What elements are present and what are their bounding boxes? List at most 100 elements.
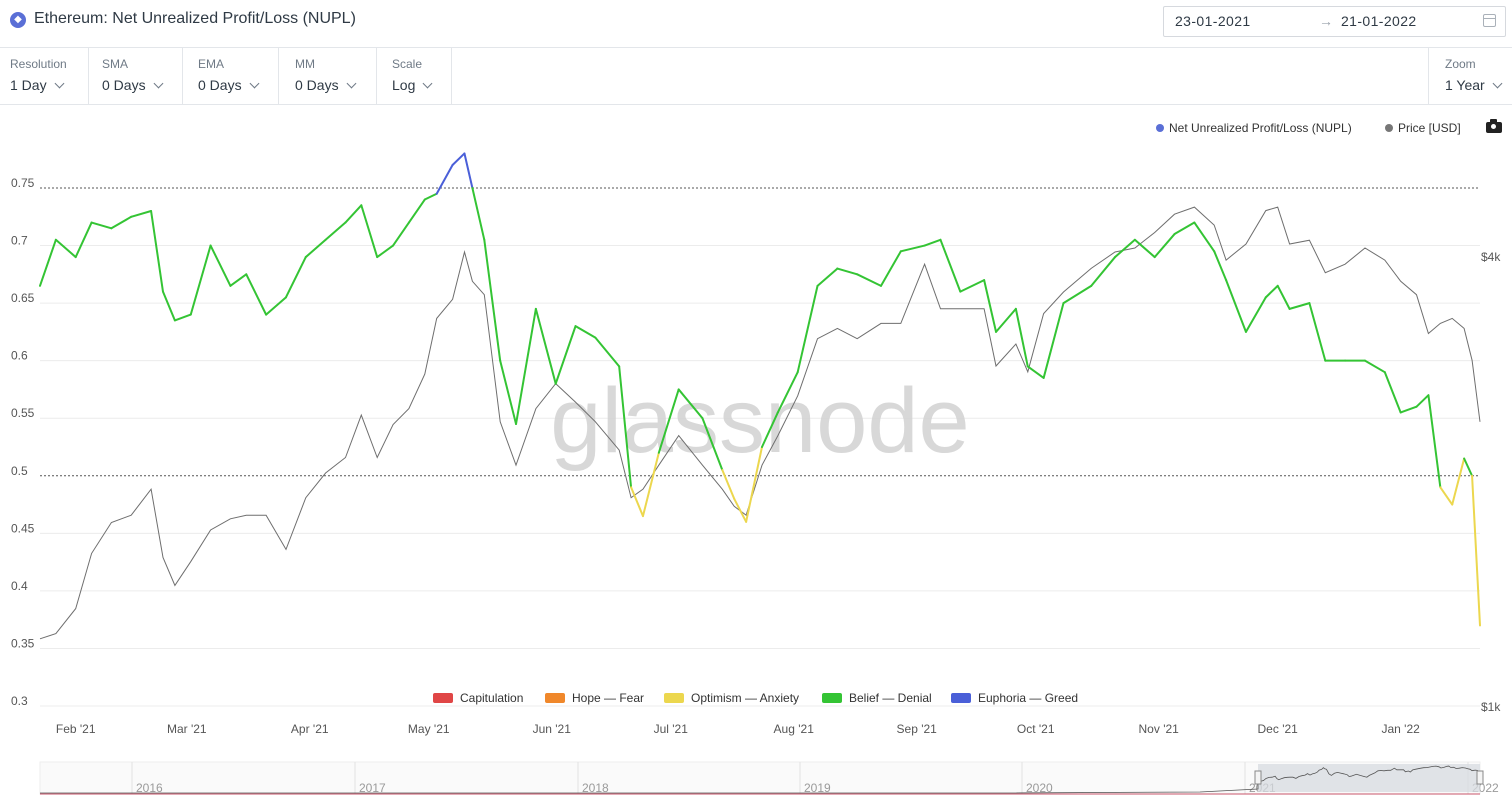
nupl-segment bbox=[209, 244, 232, 287]
nupl-segment bbox=[451, 152, 466, 166]
y-tick-label: 0.45 bbox=[11, 521, 35, 535]
chevron-down-icon[interactable] bbox=[422, 78, 433, 89]
y-right-tick-label: $1k bbox=[1481, 700, 1501, 714]
nupl-segment bbox=[392, 221, 410, 247]
page-title: Ethereum: Net Unrealized Profit/Loss (NU… bbox=[34, 10, 356, 27]
mm-value[interactable]: 0 Days bbox=[295, 77, 339, 93]
sma-select[interactable]: SMA 0 Days bbox=[88, 48, 183, 104]
zoom-label: Zoom bbox=[1445, 57, 1476, 71]
legend-zones: Capitulation Hope — Fear Optimism — Anxiet… bbox=[433, 691, 1078, 705]
zone-swatch bbox=[822, 693, 842, 703]
nupl-segment bbox=[1244, 296, 1267, 333]
mm-label: MM bbox=[295, 57, 315, 71]
camera-icon[interactable] bbox=[1486, 119, 1502, 133]
nupl-segment bbox=[1090, 256, 1117, 287]
nupl-segment bbox=[1153, 233, 1176, 259]
ema-value[interactable]: 0 Days bbox=[198, 77, 242, 93]
nupl-segment bbox=[344, 204, 363, 224]
nupl-segment bbox=[618, 365, 633, 489]
x-tick-label: Jun '21 bbox=[533, 722, 572, 736]
chevron-down-icon[interactable] bbox=[1492, 78, 1503, 89]
nupl-segment bbox=[1114, 238, 1136, 259]
resolution-value[interactable]: 1 Day bbox=[10, 77, 47, 93]
nupl-segment bbox=[1276, 284, 1291, 310]
nupl-segment bbox=[1308, 302, 1327, 362]
nupl-segment bbox=[1014, 307, 1029, 368]
x-tick-label: Jan '22 bbox=[1381, 722, 1420, 736]
nupl-segment bbox=[1399, 405, 1418, 414]
x-tick-label: Dec '21 bbox=[1258, 722, 1299, 736]
nupl-segment bbox=[90, 221, 113, 230]
legend-top: Net Unrealized Profit/Loss (NUPL) Price [… bbox=[1156, 121, 1461, 135]
nupl-segment bbox=[304, 238, 327, 259]
resolution-select[interactable]: Resolution 1 Day bbox=[0, 48, 89, 104]
nupl-segment bbox=[1193, 221, 1216, 253]
x-tick-label: Apr '21 bbox=[291, 722, 329, 736]
date-arrow: → bbox=[1319, 13, 1333, 29]
zone-label: Capitulation bbox=[460, 691, 523, 705]
navigator-year-label: 2017 bbox=[359, 781, 386, 795]
nupl-segment bbox=[959, 279, 986, 293]
nupl-segment bbox=[173, 313, 192, 322]
ethereum-icon: ◆ bbox=[10, 12, 26, 28]
y-tick-label: 0.4 bbox=[11, 579, 28, 593]
navigator-year-label: 2018 bbox=[582, 781, 609, 795]
y-tick-label: 0.3 bbox=[11, 694, 28, 708]
ema-select[interactable]: EMA 0 Days bbox=[182, 48, 279, 104]
zone-swatch bbox=[664, 693, 684, 703]
chevron-down-icon[interactable] bbox=[249, 78, 260, 89]
zone-label: Hope — Fear bbox=[572, 691, 644, 705]
chevron-down-icon[interactable] bbox=[346, 78, 357, 89]
x-tick-label: Oct '21 bbox=[1017, 722, 1055, 736]
nupl-segment bbox=[324, 221, 347, 241]
nupl-segment bbox=[923, 238, 942, 247]
date-range-picker[interactable]: 23-01-2021 → 21-01-2022 bbox=[1163, 6, 1506, 37]
nupl-segment bbox=[407, 198, 426, 224]
nupl-segment bbox=[54, 238, 77, 259]
chevron-down-icon[interactable] bbox=[54, 78, 65, 89]
nupl-segment bbox=[1042, 302, 1065, 379]
nupl-segment bbox=[701, 417, 724, 472]
nupl-segment bbox=[265, 296, 287, 316]
y-tick-label: 0.6 bbox=[11, 349, 28, 363]
nupl-segment bbox=[776, 371, 799, 414]
zone-swatch bbox=[545, 693, 565, 703]
scale-select[interactable]: Scale Log bbox=[376, 48, 452, 104]
nupl-segment bbox=[760, 411, 779, 448]
y-tick-label: 0.35 bbox=[11, 636, 35, 650]
range-navigator[interactable]: 2016201720182019202020212022 bbox=[39, 761, 1499, 795]
nupl-segment bbox=[534, 307, 557, 385]
navigator-trace bbox=[40, 765, 1481, 794]
legend-marker bbox=[1156, 124, 1164, 132]
zoom-value[interactable]: 1 Year bbox=[1445, 77, 1485, 93]
date-to-input[interactable]: 21-01-2022 bbox=[1341, 13, 1417, 29]
nupl-segment bbox=[677, 388, 704, 420]
navigator-year-label: 2019 bbox=[804, 781, 831, 795]
nupl-segment bbox=[360, 204, 379, 259]
x-tick-label: Nov '21 bbox=[1139, 722, 1180, 736]
nupl-segment bbox=[630, 486, 644, 518]
zoom-select[interactable]: Zoom 1 Year bbox=[1428, 48, 1512, 104]
sma-label: SMA bbox=[102, 57, 129, 71]
nupl-segment bbox=[554, 325, 577, 385]
nupl-segment bbox=[1471, 474, 1481, 627]
mm-select[interactable]: MM 0 Days bbox=[278, 48, 377, 104]
nupl-segment bbox=[1439, 486, 1454, 506]
zone-label: Euphoria — Greed bbox=[978, 691, 1078, 705]
nupl-segment bbox=[39, 238, 57, 287]
scale-value[interactable]: Log bbox=[392, 77, 416, 93]
x-tick-label: Jul '21 bbox=[654, 722, 689, 736]
sma-value[interactable]: 0 Days bbox=[102, 77, 146, 93]
nupl-segment bbox=[1463, 457, 1474, 477]
x-tick-label: Feb '21 bbox=[56, 722, 96, 736]
chevron-down-icon[interactable] bbox=[153, 78, 164, 89]
calendar-icon[interactable] bbox=[1483, 14, 1496, 27]
y-tick-label: 0.75 bbox=[11, 176, 35, 190]
nupl-segment bbox=[796, 284, 819, 374]
nupl-segment bbox=[995, 307, 1017, 333]
navigator-handle[interactable] bbox=[1476, 770, 1484, 785]
x-tick-label: May '21 bbox=[408, 722, 450, 736]
date-from-input[interactable]: 23-01-2021 bbox=[1175, 13, 1251, 29]
nupl-segment bbox=[499, 359, 518, 425]
navigator-handle[interactable] bbox=[1254, 770, 1262, 785]
